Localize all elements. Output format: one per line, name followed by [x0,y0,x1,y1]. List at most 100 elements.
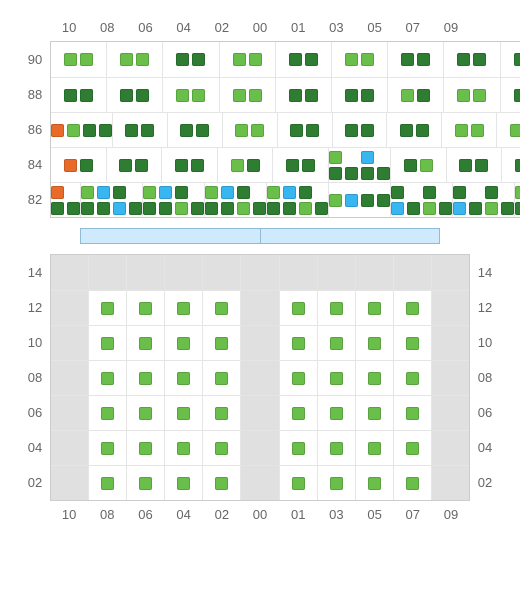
grid-cell[interactable] [393,396,431,430]
grid-cell[interactable] [162,78,218,112]
grid-cell[interactable] [51,291,88,325]
grid-cell[interactable] [106,148,162,182]
grid-cell[interactable] [204,183,266,217]
grid-cell[interactable] [126,396,164,430]
grid-cell[interactable] [51,361,88,395]
grid-cell[interactable] [331,78,387,112]
grid-cell[interactable] [51,42,106,77]
grid-cell[interactable] [51,78,106,112]
grid-cell[interactable] [328,183,390,217]
grid-cell[interactable] [393,431,431,465]
grid-cell[interactable] [500,78,520,112]
grid-cell[interactable] [443,78,499,112]
grid-cell[interactable] [88,326,126,360]
grid-cell[interactable] [202,255,240,290]
grid-cell[interactable] [431,291,469,325]
grid-cell[interactable] [431,466,469,500]
grid-cell[interactable] [317,326,355,360]
grid-cell[interactable] [164,326,202,360]
grid-cell[interactable] [202,396,240,430]
grid-cell[interactable] [162,42,218,77]
grid-cell[interactable] [88,291,126,325]
grid-cell[interactable] [240,326,278,360]
grid-cell[interactable] [202,466,240,500]
grid-cell[interactable] [106,78,162,112]
grid-cell[interactable] [51,466,88,500]
grid-cell[interactable] [390,183,452,217]
grid-cell[interactable] [202,361,240,395]
grid-cell[interactable] [164,361,202,395]
grid-cell[interactable] [277,113,332,147]
grid-cell[interactable] [126,431,164,465]
grid-cell[interactable] [240,431,278,465]
grid-cell[interactable] [164,291,202,325]
grid-cell[interactable] [219,78,275,112]
grid-cell[interactable] [164,466,202,500]
grid-cell[interactable] [240,396,278,430]
grid-cell[interactable] [51,183,80,217]
grid-cell[interactable] [222,113,277,147]
grid-cell[interactable] [272,148,328,182]
grid-cell[interactable] [88,396,126,430]
grid-cell[interactable] [332,113,387,147]
grid-cell[interactable] [51,431,88,465]
grid-cell[interactable] [355,431,393,465]
grid-cell[interactable] [279,396,317,430]
grid-cell[interactable] [126,326,164,360]
grid-cell[interactable] [142,183,204,217]
grid-cell[interactable] [441,113,496,147]
grid-cell[interactable] [167,113,222,147]
grid-cell[interactable] [393,326,431,360]
grid-cell[interactable] [514,183,520,217]
grid-cell[interactable] [88,466,126,500]
grid-cell[interactable] [51,326,88,360]
grid-cell[interactable] [452,183,514,217]
grid-cell[interactable] [126,361,164,395]
grid-cell[interactable] [355,291,393,325]
grid-cell[interactable] [51,148,106,182]
grid-cell[interactable] [431,326,469,360]
grid-cell[interactable] [328,148,390,182]
grid-cell[interactable] [275,42,331,77]
grid-cell[interactable] [240,466,278,500]
grid-cell[interactable] [202,291,240,325]
grid-cell[interactable] [355,396,393,430]
grid-cell[interactable] [219,42,275,77]
grid-cell[interactable] [126,291,164,325]
grid-cell[interactable] [355,466,393,500]
grid-cell[interactable] [279,326,317,360]
grid-cell[interactable] [88,431,126,465]
grid-cell[interactable] [317,431,355,465]
grid-cell[interactable] [126,255,164,290]
grid-cell[interactable] [275,78,331,112]
grid-cell[interactable] [240,255,278,290]
grid-cell[interactable] [240,291,278,325]
grid-cell[interactable] [443,42,499,77]
grid-cell[interactable] [164,396,202,430]
grid-cell[interactable] [317,361,355,395]
grid-cell[interactable] [355,255,393,290]
grid-cell[interactable] [202,326,240,360]
grid-cell[interactable] [355,326,393,360]
grid-cell[interactable] [386,113,441,147]
grid-cell[interactable] [317,396,355,430]
grid-cell[interactable] [106,42,162,77]
grid-cell[interactable] [501,148,520,182]
grid-cell[interactable] [387,42,443,77]
grid-cell[interactable] [279,255,317,290]
grid-cell[interactable] [431,396,469,430]
grid-cell[interactable] [431,431,469,465]
grid-cell[interactable] [112,113,167,147]
grid-cell[interactable] [387,78,443,112]
grid-cell[interactable] [279,466,317,500]
grid-cell[interactable] [431,361,469,395]
grid-cell[interactable] [331,42,387,77]
grid-cell[interactable] [88,255,126,290]
grid-cell[interactable] [51,255,88,290]
grid-cell[interactable] [164,431,202,465]
grid-cell[interactable] [317,466,355,500]
grid-cell[interactable] [279,361,317,395]
grid-cell[interactable] [202,431,240,465]
grid-cell[interactable] [446,148,502,182]
grid-cell[interactable] [317,291,355,325]
